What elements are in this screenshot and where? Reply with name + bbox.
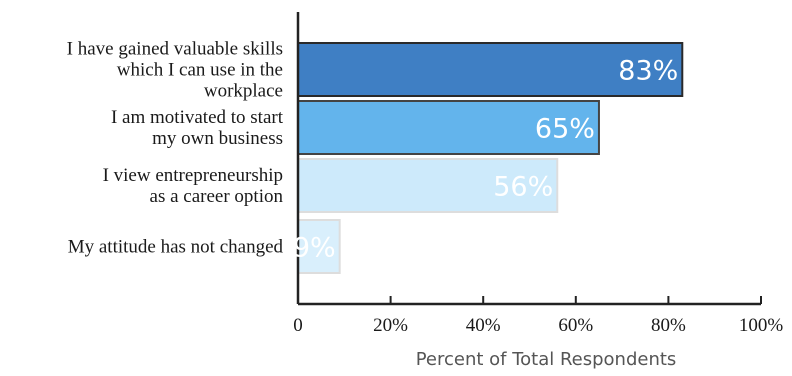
data-label-2: 56%	[493, 172, 553, 203]
category-label-line: as a career option	[150, 186, 284, 207]
category-label-line: I am motivated to start	[111, 107, 284, 128]
bar-1	[297, 100, 600, 155]
bar-3	[297, 219, 341, 274]
category-label-0: I have gained valuable skills which I can…	[67, 39, 283, 102]
data-label-3: 9%	[293, 233, 336, 264]
category-label-2: I view entrepreneurship as a career optio…	[103, 165, 284, 207]
x-tick-label: 20%	[373, 315, 408, 336]
bar-2	[297, 158, 559, 213]
category-label-line: I view entrepreneurship	[103, 165, 283, 186]
x-tick-label: 0	[293, 315, 303, 336]
category-labels: I have gained valuable skills which I can…	[67, 39, 284, 258]
category-label-3: My attitude has not changed	[68, 237, 284, 258]
x-tick-label: 60%	[558, 315, 593, 336]
category-label-line: My attitude has not changed	[68, 237, 284, 258]
data-label-1: 65%	[535, 114, 595, 145]
x-tick-label: 100%	[739, 315, 784, 336]
category-label-1: I am motivated to start my own business	[111, 107, 284, 149]
axes	[296, 12, 762, 306]
x-tick-labels: 0 20% 40% 60% 80% 100%	[293, 315, 783, 336]
category-label-line: which I can use in the	[117, 60, 283, 81]
data-labels: 83% 65% 56% 9%	[293, 56, 678, 264]
x-axis-title: Percent of Total Respondents	[416, 349, 677, 370]
data-label-0: 83%	[618, 56, 678, 87]
category-label-line: my own business	[152, 128, 283, 149]
x-tick-label: 80%	[651, 315, 686, 336]
category-label-line: I have gained valuable skills	[67, 39, 283, 60]
category-label-line: workplace	[204, 81, 283, 102]
bar-0	[297, 42, 684, 97]
x-tick-label: 40%	[466, 315, 501, 336]
bars	[297, 42, 684, 274]
